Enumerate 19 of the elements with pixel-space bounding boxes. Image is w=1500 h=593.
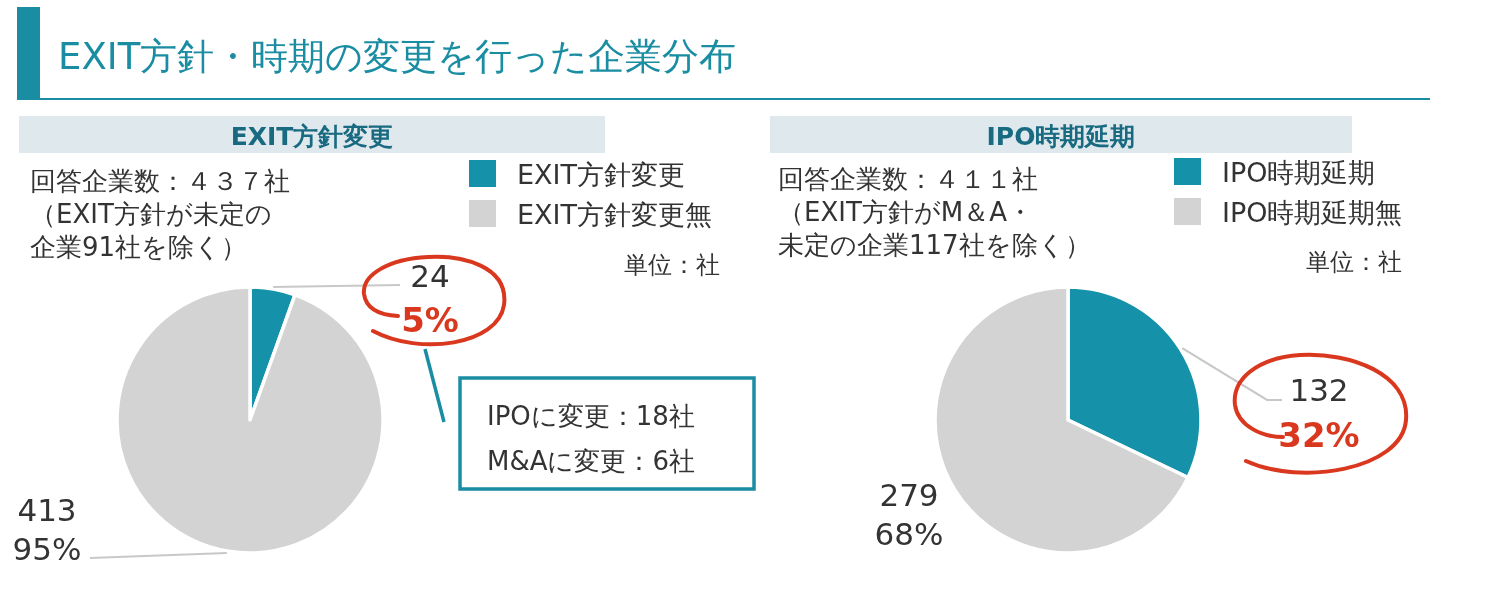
legend-label: IPO時期延期無	[1222, 197, 1403, 228]
chart-subtitle: EXIT方針変更	[230, 122, 394, 151]
legend-label: EXIT方針変更	[517, 159, 686, 190]
data-label: 279 68%	[874, 477, 944, 552]
text: （EXIT方針が未定の企業91社を除く）	[30, 199, 272, 262]
text: （EXIT方針がM＆A・未定の企業117社を除く）	[778, 197, 1091, 260]
legend-label: IPO時期延期	[1222, 157, 1376, 188]
data-label: 132 32%	[1278, 372, 1360, 455]
text: 回答企業数：４１１社	[778, 164, 1038, 194]
chart-subtitle: IPO時期延期	[986, 122, 1136, 151]
text: M&Aに変更：6社	[487, 446, 696, 476]
text: 回答企業数：４３７社	[30, 166, 290, 196]
text: IPOに変更：18社	[487, 401, 695, 431]
text: 単位：社	[1306, 248, 1402, 276]
data-label: 413 95%	[12, 492, 82, 567]
text: 単位：社	[624, 251, 720, 279]
data-label: 24 5%	[401, 258, 459, 340]
legend-label: EXIT方針変更無	[517, 199, 713, 230]
chart-title: EXIT方針・時期の変更を行った企業分布	[58, 35, 737, 78]
